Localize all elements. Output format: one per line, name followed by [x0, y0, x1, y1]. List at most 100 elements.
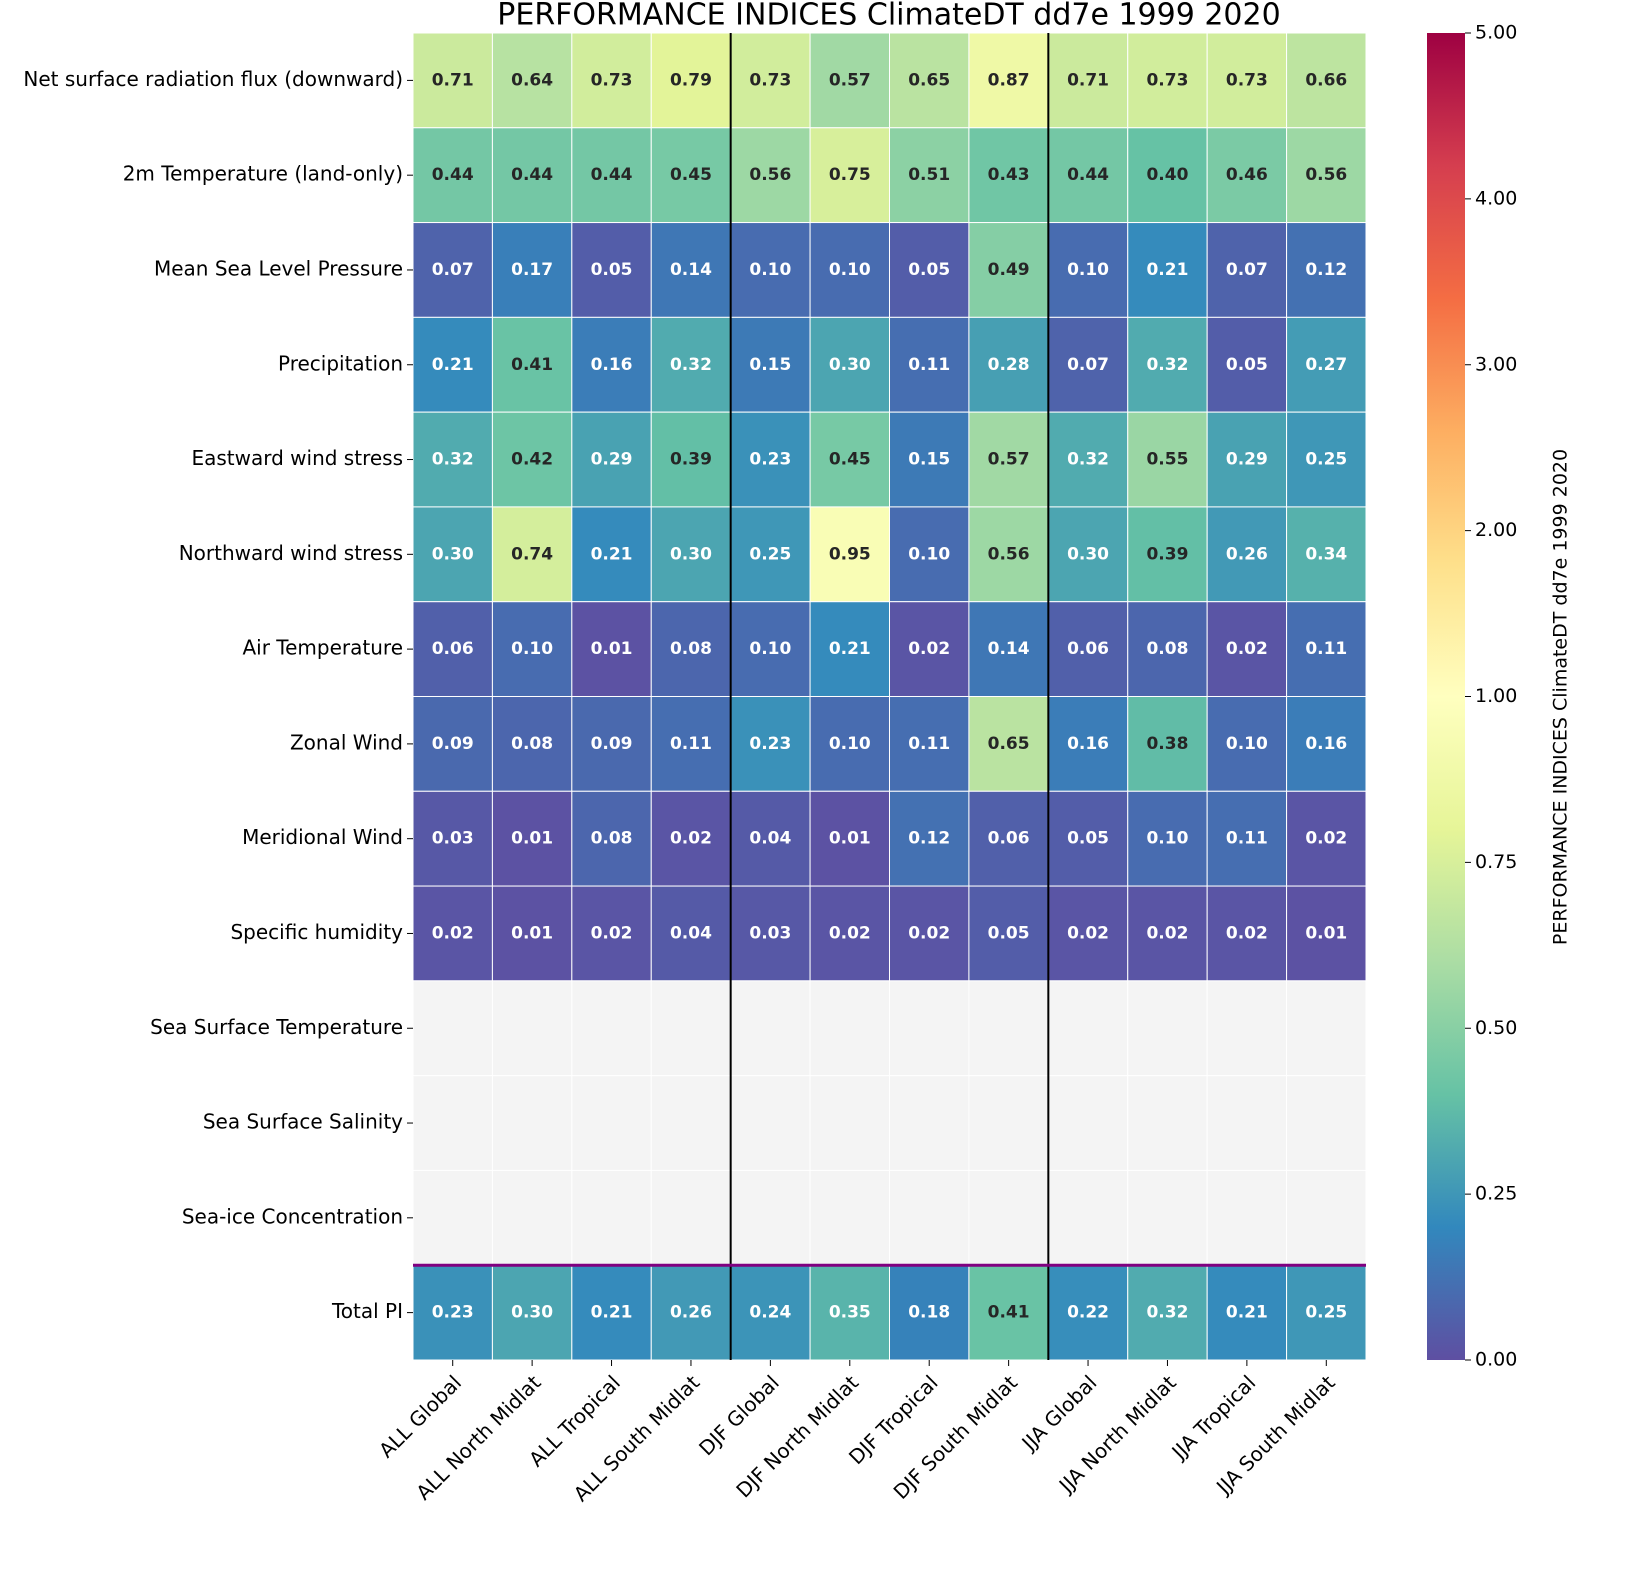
- cell-label: 0.23: [749, 734, 791, 754]
- cell-label: 0.08: [511, 734, 553, 754]
- cell: [889, 411, 970, 508]
- missing-cell: [571, 1075, 652, 1171]
- missing-cell: [1127, 1075, 1208, 1171]
- cell-label: 0.25: [1305, 1303, 1347, 1323]
- cell: [650, 601, 732, 698]
- cell: [968, 696, 1049, 792]
- cell-label: 0.02: [1067, 923, 1109, 943]
- cell-label: 0.49: [988, 260, 1030, 280]
- cell-label: 0.40: [1146, 165, 1188, 185]
- cell-label: 0.21: [1146, 260, 1188, 280]
- cell-label: 0.30: [511, 1303, 553, 1323]
- cell-label: 0.43: [988, 165, 1030, 185]
- cell-label: 0.65: [988, 734, 1030, 754]
- cell-label: 0.75: [829, 165, 871, 185]
- cell-label: 0.56: [988, 544, 1030, 564]
- y-tick-label: Total PI: [331, 1299, 403, 1323]
- cell-label: 0.56: [1305, 165, 1347, 185]
- cell-label: 0.18: [908, 1303, 950, 1323]
- cell: [889, 790, 970, 887]
- cell: [412, 601, 493, 698]
- y-tick-label: Sea Surface Temperature: [150, 1015, 403, 1039]
- cell-label: 0.14: [670, 260, 712, 280]
- colorbar: [1427, 33, 1465, 1360]
- cell: [730, 127, 811, 224]
- cell: [1286, 506, 1367, 603]
- y-tick-label: Precipitation: [278, 351, 403, 375]
- cell-label: 0.39: [670, 450, 712, 470]
- cell: [491, 790, 573, 887]
- cell: [968, 411, 1049, 508]
- cell: [968, 1264, 1049, 1361]
- y-tick-label: Meridional Wind: [242, 825, 403, 849]
- cell-label: 0.25: [749, 544, 791, 564]
- cell: [1206, 127, 1288, 224]
- cell-label: 0.02: [1305, 829, 1347, 849]
- cell-label: 0.45: [829, 450, 871, 470]
- y-tick-label: Mean Sea Level Pressure: [154, 256, 403, 280]
- cell-label: 0.41: [511, 355, 553, 375]
- cell: [650, 222, 732, 318]
- missing-cell: [412, 980, 493, 1077]
- cell: [571, 411, 652, 508]
- cell: [809, 601, 890, 698]
- cell-label: 0.21: [1226, 1303, 1268, 1323]
- y-tick-label: Sea-ice Concentration: [182, 1204, 403, 1228]
- missing-cell: [1047, 980, 1129, 1077]
- cell: [1286, 32, 1367, 129]
- cell: [412, 696, 493, 792]
- cell-label: 0.16: [591, 355, 633, 375]
- x-tick-label: JJA Global: [1016, 1370, 1102, 1456]
- cell-label: 0.11: [1305, 639, 1347, 659]
- cell: [491, 1264, 573, 1361]
- cell: [809, 127, 890, 224]
- cell-label: 0.44: [591, 165, 633, 185]
- cell: [491, 601, 573, 698]
- cell-label: 0.08: [670, 639, 712, 659]
- cell-label: 0.10: [1067, 260, 1109, 280]
- cell-label: 0.10: [1146, 829, 1188, 849]
- cell-label: 0.06: [432, 639, 474, 659]
- cell: [571, 32, 652, 129]
- cell-label: 0.05: [988, 923, 1030, 943]
- cell-label: 0.11: [1226, 829, 1268, 849]
- cell: [1286, 601, 1367, 698]
- cell-label: 0.02: [1226, 639, 1268, 659]
- cell-label: 0.28: [988, 355, 1030, 375]
- y-tick-label: Sea Surface Salinity: [203, 1110, 403, 1134]
- colorbar-tick-label: 0.75: [1475, 851, 1517, 873]
- cell-label: 0.05: [1226, 355, 1268, 375]
- cell-label: 0.87: [988, 70, 1030, 90]
- cell-label: 0.42: [511, 450, 553, 470]
- cell: [889, 601, 970, 698]
- cell: [1047, 127, 1129, 224]
- cell-label: 0.09: [432, 734, 474, 754]
- missing-cell: [571, 980, 652, 1077]
- cell: [1286, 222, 1367, 318]
- cell-label: 0.11: [908, 355, 950, 375]
- cell: [412, 316, 493, 413]
- cell-label: 0.21: [432, 355, 474, 375]
- cell-label: 0.10: [749, 260, 791, 280]
- cell-label: 0.29: [591, 450, 633, 470]
- cell: [1286, 790, 1367, 887]
- cell: [968, 885, 1049, 982]
- cell-label: 0.30: [1067, 544, 1109, 564]
- cell: [968, 127, 1049, 224]
- cell: [968, 506, 1049, 603]
- cell: [412, 411, 493, 508]
- cell-label: 0.32: [1146, 1303, 1188, 1323]
- cell-label: 0.21: [591, 1303, 633, 1323]
- cell-label: 0.64: [511, 70, 553, 90]
- cell-label: 0.44: [432, 165, 474, 185]
- missing-cell: [412, 1169, 493, 1266]
- cell: [571, 790, 652, 887]
- cell-label: 0.15: [908, 450, 950, 470]
- cell: [1286, 316, 1367, 413]
- cell: [1047, 316, 1129, 413]
- cell-label: 0.11: [670, 734, 712, 754]
- missing-cell: [1127, 980, 1208, 1077]
- cell-label: 0.55: [1146, 450, 1188, 470]
- missing-cell: [889, 980, 970, 1077]
